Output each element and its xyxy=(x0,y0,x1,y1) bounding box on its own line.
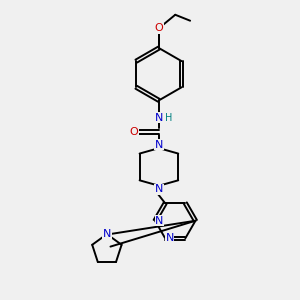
Text: O: O xyxy=(130,127,139,136)
Text: N: N xyxy=(155,113,163,123)
Text: O: O xyxy=(154,23,163,33)
Text: N: N xyxy=(165,233,174,243)
Text: N: N xyxy=(155,216,164,226)
Text: N: N xyxy=(155,140,163,150)
Text: N: N xyxy=(155,184,163,194)
Text: H: H xyxy=(165,113,172,124)
Text: N: N xyxy=(103,229,111,239)
